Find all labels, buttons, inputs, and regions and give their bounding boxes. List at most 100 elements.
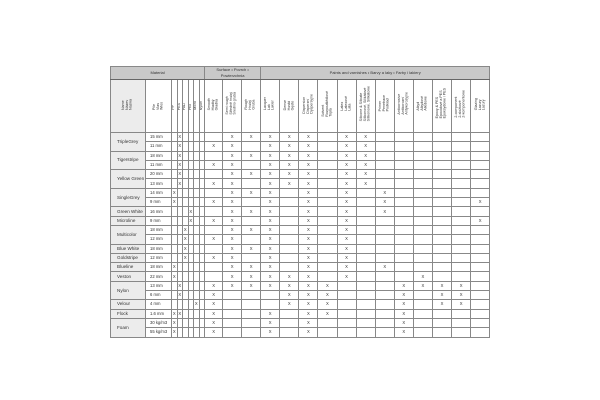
compat-cell — [451, 206, 472, 217]
table-row: 13 mm X X X X X X X X — [111, 178, 491, 189]
column-header-label: Primer Penetrace Podkład — [378, 95, 390, 112]
compat-cell: X — [336, 169, 357, 180]
compat-cell — [317, 187, 338, 199]
pile-size: 18 mm — [145, 224, 172, 236]
compat-cell: X — [298, 271, 319, 282]
compat-cell — [279, 187, 300, 199]
compat-cell — [222, 308, 243, 319]
pile-size: 9 mm — [145, 215, 172, 226]
compat-cell: X — [222, 141, 243, 152]
compat-cell: X — [279, 159, 300, 171]
compat-cell: X — [374, 262, 395, 273]
compat-cell: X — [241, 262, 262, 273]
compat-cell: X — [260, 215, 281, 226]
compat-cell — [317, 317, 338, 329]
compat-cell — [374, 169, 395, 180]
compat-cell — [336, 317, 357, 329]
compat-cell — [204, 224, 224, 236]
column-header-label: PBT — [188, 103, 192, 110]
column-header: Solvent Rozpouštědlové Topla — [317, 79, 338, 133]
compat-cell — [317, 178, 338, 189]
compat-cell: X — [451, 280, 472, 292]
compat-cell: X — [431, 299, 453, 310]
compat-cell — [451, 327, 472, 338]
compat-cell — [241, 234, 262, 245]
compat-cell — [431, 159, 453, 171]
compat-cell — [374, 299, 395, 310]
compat-cell — [431, 224, 453, 236]
pile-size: 1.6 mm — [145, 308, 172, 319]
compat-cell — [336, 308, 357, 319]
table-row: 11 mm X X X X X X X X — [111, 141, 491, 152]
compat-cell — [204, 243, 224, 254]
compat-cell: X — [336, 262, 357, 273]
product-name: Velour — [110, 299, 146, 310]
compat-cell — [412, 169, 433, 180]
table-row: Goldstripe 12 mm X X X X X X — [110, 252, 491, 264]
column-header: Rough Hrubý Gruba — [241, 79, 262, 133]
compat-cell: X — [222, 234, 243, 245]
compat-cell — [374, 178, 395, 189]
compat-cell — [317, 141, 338, 152]
pile-size: 9 mm — [145, 197, 172, 208]
product-name: SingleGrey — [110, 187, 146, 208]
compat-cell — [412, 206, 433, 217]
compat-cell: X — [298, 169, 319, 180]
compat-cell — [204, 187, 224, 199]
compat-cell: X — [336, 131, 357, 143]
column-header-label: Lacquer Lak Lakier — [263, 97, 276, 110]
compat-cell: X — [374, 206, 395, 217]
compat-cell — [336, 290, 357, 301]
compat-cell — [412, 308, 433, 319]
table-row: Tigerstripe 18 mm X X X X X X X X — [110, 150, 491, 171]
compat-cell — [355, 280, 376, 292]
compat-cell: X — [222, 252, 243, 264]
compat-cell — [355, 224, 376, 236]
product-name: Foam — [110, 317, 146, 338]
compat-cell — [355, 206, 376, 217]
compat-cell — [374, 131, 395, 143]
compat-cell — [451, 215, 472, 226]
pile-size: 15 mm — [145, 131, 172, 143]
compat-cell: X — [222, 197, 243, 208]
compat-cell — [431, 141, 453, 152]
compat-cell: X — [298, 178, 319, 189]
column-header: Smooth Hladký Gładka — [204, 79, 224, 133]
column-header-label: PAD — [182, 102, 187, 110]
compat-cell — [355, 262, 376, 273]
product-name: Blue White — [110, 243, 146, 254]
compat-cell — [336, 327, 357, 338]
compat-cell: X — [298, 215, 319, 226]
compat-cell — [393, 234, 414, 245]
compat-cell: X — [279, 290, 300, 301]
compat-cell — [279, 317, 300, 329]
compat-cell: X — [260, 169, 281, 180]
column-header: Dispersion Disperzní Dyspersyjne — [298, 79, 319, 133]
compat-cell — [393, 262, 414, 273]
column-header-label: Micro — [193, 101, 198, 110]
pile-size: 11 mm — [145, 141, 172, 152]
compat-cell: X — [317, 290, 338, 301]
compat-cell — [451, 271, 472, 282]
table-row: 55 kg/m3 X X X X X — [111, 327, 491, 338]
compat-cell: X — [204, 252, 224, 264]
compat-cell — [451, 141, 472, 152]
compat-cell: X — [336, 150, 357, 161]
compat-cell — [317, 150, 338, 161]
compat-cell — [222, 327, 243, 338]
compat-cell: X — [298, 290, 319, 301]
compat-cell: X — [204, 159, 224, 171]
column-header: Glazing Lazury Lazury — [470, 79, 491, 133]
compat-cell: X — [336, 215, 357, 226]
compat-cell: X — [393, 299, 414, 310]
table-row: 6 mm X X X X X X X X — [111, 290, 491, 301]
product-name: Tigerstripe — [110, 150, 146, 171]
compat-cell — [355, 234, 376, 245]
compat-cell — [279, 243, 300, 254]
compat-cell: X — [279, 299, 300, 310]
compat-cell — [204, 271, 224, 282]
column-header-label: Rough Hrubý Gruba — [244, 99, 257, 110]
column-header: Lacquer Lak Lakier — [260, 79, 281, 133]
compat-cell — [451, 243, 472, 254]
column-header: Alkyd Alkydové Alkidowe — [412, 79, 433, 133]
